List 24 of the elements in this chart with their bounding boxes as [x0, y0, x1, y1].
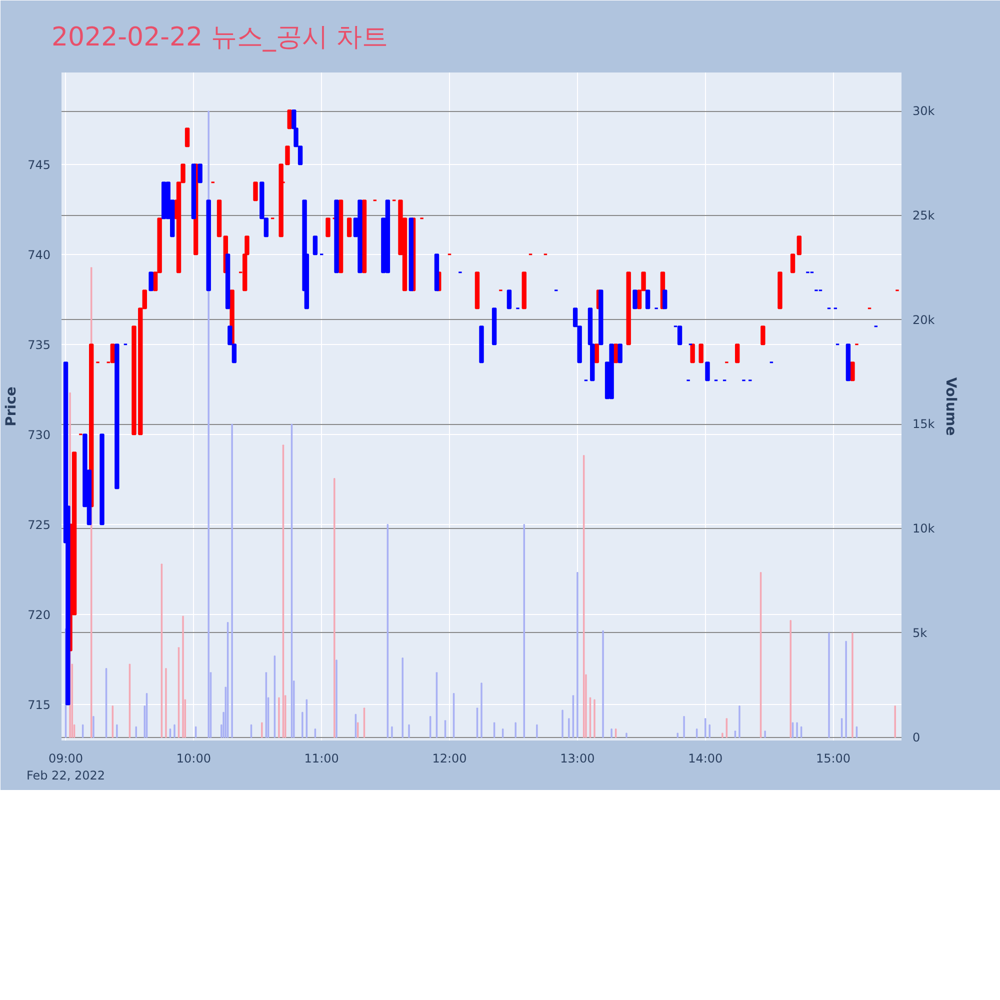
y-tick-label: 730: [28, 428, 50, 442]
y-tick-label: 725: [28, 518, 50, 532]
y2-tick-label: 15k: [912, 417, 935, 432]
y2-tick-label: 25k: [912, 208, 935, 222]
y2-tick-label: 30k: [912, 104, 935, 118]
y-tick-label: 735: [28, 338, 50, 352]
y2-tick-label: 20k: [912, 312, 935, 327]
y-tick-label: 715: [28, 698, 50, 712]
x-tick-label: 09:00 Feb 22, 2022: [26, 752, 106, 782]
y2-tick-label: 5k: [912, 626, 928, 640]
y2-axis-title: Volume: [942, 377, 959, 436]
y2-tick-label: 10k: [912, 522, 935, 536]
x-tick-label: 10:00: [176, 752, 211, 766]
x-tick-label: 11:00: [304, 752, 339, 766]
y-axis-title: Price: [4, 386, 20, 426]
x-tick-label: 14:00: [688, 752, 723, 766]
y-tick-label: 720: [28, 608, 50, 622]
y2-tick-label: 0: [912, 730, 920, 744]
x-tick-label: 15:00: [816, 752, 851, 766]
y-tick-label: 745: [28, 158, 50, 172]
x-tick-label: 13:00: [560, 752, 595, 766]
x-tick-label: 12:00: [432, 752, 467, 766]
y-tick-label: 740: [28, 248, 50, 262]
chart-title: 2022-02-22 뉴스_공시 차트: [52, 22, 388, 52]
